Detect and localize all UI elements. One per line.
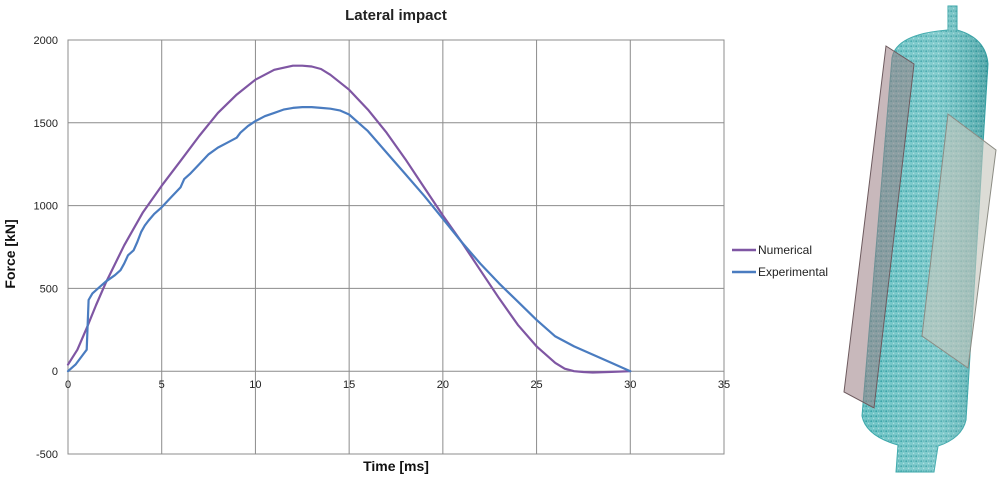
y-tick-label: 2000: [34, 35, 58, 47]
line-chart: Lateral impact -500 0 500 1000 1500 2000 0 5 10…: [2, 7, 828, 474]
x-tick-label: 0: [65, 379, 71, 391]
legend-label-experimental: Experimental: [758, 265, 828, 279]
legend: Numerical Experimental: [732, 243, 828, 279]
x-axis-title: Time [ms]: [363, 458, 429, 474]
series-lines: [66, 64, 632, 374]
x-tick-label: 5: [159, 379, 165, 391]
y-tick-label: 0: [52, 366, 58, 378]
x-tick-label: 25: [530, 379, 542, 391]
x-tick-label: 10: [249, 379, 261, 391]
plot-area-border: [67, 39, 725, 455]
y-tick-label: 1500: [34, 118, 58, 130]
y-axis-title: Force [kN]: [2, 219, 18, 288]
series-line-numerical: [66, 64, 632, 374]
x-axis-tick-labels: 0 5 10 15 20 25 30 35: [65, 379, 730, 391]
series-line-experimental: [66, 106, 632, 373]
chart-title: Lateral impact: [345, 7, 447, 24]
impactor-plate-left: [843, 45, 915, 409]
grid-lines: [67, 39, 725, 455]
impactor-plate-right: [921, 113, 997, 369]
tank-mesh-model: [843, 5, 997, 473]
y-tick-label: 500: [40, 283, 58, 295]
x-tick-label: 35: [718, 379, 730, 391]
y-tick-label: 1000: [34, 201, 58, 213]
x-tick-label: 30: [624, 379, 636, 391]
x-tick-label: 15: [343, 379, 355, 391]
x-tick-label: 20: [437, 379, 449, 391]
y-tick-label: -500: [36, 449, 58, 461]
legend-label-numerical: Numerical: [758, 243, 812, 257]
y-axis-tick-labels: -500 0 500 1000 1500 2000: [34, 35, 58, 461]
